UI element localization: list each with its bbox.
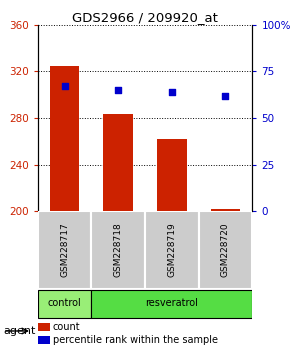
Bar [38,336,50,344]
Text: resveratrol: resveratrol [145,298,198,308]
Text: GSM228717: GSM228717 [60,223,69,277]
Text: agent: agent [3,326,35,336]
Text: GSM228719: GSM228719 [167,223,176,277]
Text: percentile rank within the sample: percentile rank within the sample [53,335,218,345]
Point [169,89,174,95]
Point [223,93,228,98]
Text: GSM228720: GSM228720 [221,223,230,277]
Bar [91,211,145,289]
Bar [199,211,252,289]
Bar [145,211,199,289]
Title: GDS2966 / 209920_at: GDS2966 / 209920_at [72,11,218,24]
Bar [38,290,91,318]
Bar [38,211,91,289]
Text: control: control [48,298,81,308]
Bar [91,290,252,318]
Text: GSM228718: GSM228718 [114,223,123,277]
Bar [211,209,240,211]
Point [116,87,121,93]
Bar [38,323,50,331]
Bar [50,65,79,211]
Bar [157,139,186,211]
Bar [104,114,133,211]
Text: count: count [53,322,80,332]
Point [62,84,67,89]
